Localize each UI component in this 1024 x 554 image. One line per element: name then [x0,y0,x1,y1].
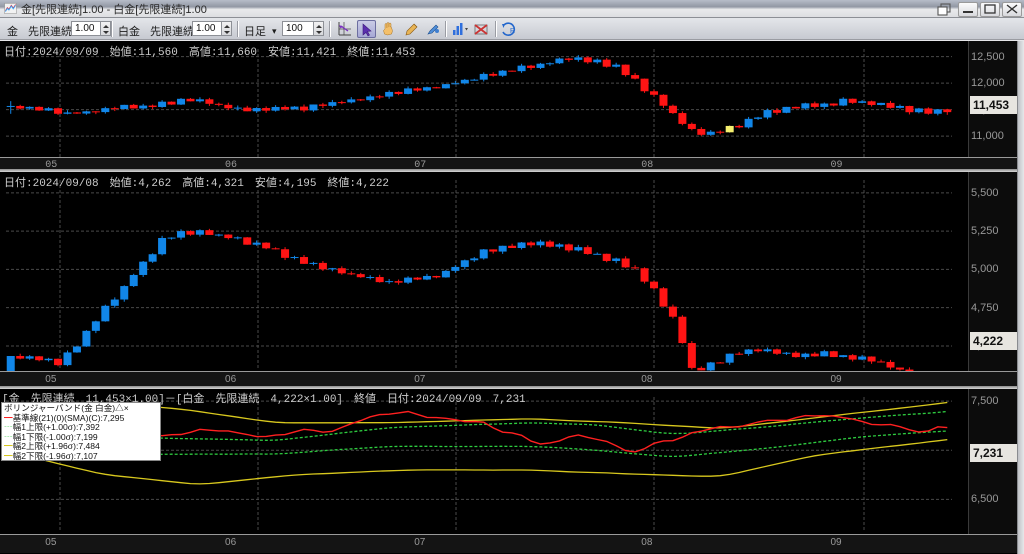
svg-text:R: R [510,28,515,35]
